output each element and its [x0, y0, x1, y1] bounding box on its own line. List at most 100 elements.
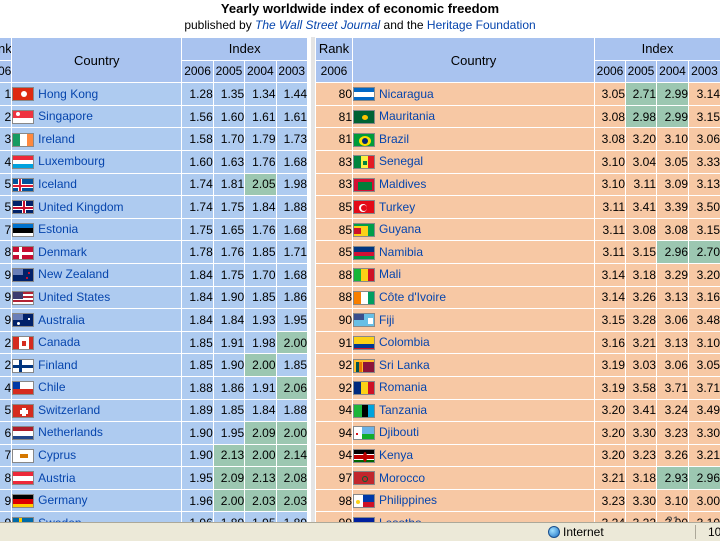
country-link[interactable]: Estonia [38, 222, 78, 236]
country-cell: Philippines [353, 489, 595, 512]
country-link[interactable]: United Kingdom [38, 200, 123, 214]
country-link[interactable]: Mali [379, 267, 401, 281]
country-link[interactable]: Luxembourg [38, 154, 105, 168]
country-link[interactable]: Côte d'Ivoire [379, 290, 446, 304]
index-value-2003: 2.08 [276, 467, 307, 490]
index-value-2004: 2.09 [245, 422, 276, 445]
country-link[interactable]: Cyprus [38, 448, 76, 462]
ireland-flag-icon [12, 133, 34, 147]
index-value-2003: 1.86 [276, 286, 307, 309]
country-cell: Nicaragua [353, 83, 595, 106]
rank-cell: 2 [0, 354, 12, 377]
index-value-2004: 3.39 [657, 196, 689, 219]
year-header-2005[interactable]: 2005 [626, 60, 657, 83]
country-link[interactable]: Colombia [379, 335, 430, 349]
index-value-2004: 1.85 [245, 241, 276, 264]
country-link[interactable]: Finland [38, 358, 77, 372]
country-link[interactable]: Senegal [379, 154, 423, 168]
fiji-flag-icon [353, 313, 375, 327]
country-link[interactable]: Guyana [379, 222, 421, 236]
country-link[interactable]: Hong Kong [38, 87, 98, 101]
country-link[interactable]: Mauritania [379, 109, 435, 123]
page-subtitle: published by The Wall Street Journal and… [0, 18, 720, 32]
zoom-level[interactable]: 10 [708, 525, 720, 539]
country-link[interactable]: Djibouti [379, 425, 419, 439]
country-cell: Djibouti [353, 422, 595, 445]
year-header-2006[interactable]: 2006 [182, 60, 213, 83]
cyprus-flag-icon [12, 449, 34, 463]
year-header-2005[interactable]: 2005 [213, 60, 244, 83]
year-header-2003[interactable]: 2003 [689, 60, 720, 83]
index-value-2006: 3.05 [595, 83, 626, 106]
netherlands-flag-icon [12, 426, 34, 440]
year-header-2003[interactable]: 2003 [276, 60, 307, 83]
country-link[interactable]: Iceland [38, 177, 77, 191]
index-value-2004: 3.13 [657, 286, 689, 309]
index-value-2006: 3.10 [595, 150, 626, 173]
index-value-2004: 3.24 [657, 399, 689, 422]
rank-cell: 7 [0, 218, 12, 241]
australia-flag-icon [12, 313, 34, 327]
rank-cell: 90 [316, 309, 353, 332]
country-link[interactable]: Morocco [379, 471, 425, 485]
country-link[interactable]: Sri Lanka [379, 358, 430, 372]
country-link[interactable]: Romania [379, 380, 427, 394]
index-value-2004: 2.99 [657, 105, 689, 128]
country-link[interactable]: Turkey [379, 200, 415, 214]
country-link[interactable]: Fiji [379, 313, 394, 327]
country-cell: Cyprus [12, 444, 182, 467]
country-header[interactable]: Country [12, 38, 182, 83]
index-value-2006: 3.20 [595, 399, 626, 422]
country-cell: Sri Lanka [353, 354, 595, 377]
country-link[interactable]: Canada [38, 335, 80, 349]
country-link[interactable]: Singapore [38, 109, 93, 123]
country-link[interactable]: New Zealand [38, 267, 109, 281]
left-ranking-table: nk Country Index 06 2006 2005 2004 2003 … [0, 37, 308, 535]
country-link[interactable]: Maldives [379, 177, 426, 191]
year-header-2004[interactable]: 2004 [657, 60, 689, 83]
country-link[interactable]: Austria [38, 471, 75, 485]
rank-cell: 94 [316, 444, 353, 467]
rank-cell: 9 [0, 286, 12, 309]
rank-header[interactable]: nk [0, 38, 12, 61]
country-link[interactable]: Netherlands [38, 425, 103, 439]
country-link[interactable]: Chile [38, 380, 65, 394]
country-link[interactable]: Switzerland [38, 403, 100, 417]
foundation-link[interactable]: Heritage Foundation [427, 18, 536, 32]
country-link[interactable]: Germany [38, 493, 87, 507]
journal-link[interactable]: The Wall Street Journal [255, 18, 380, 32]
year-header-2006[interactable]: 2006 [595, 60, 626, 83]
country-link[interactable]: Kenya [379, 448, 413, 462]
country-link[interactable]: Denmark [38, 245, 87, 259]
country-cell: Romania [353, 376, 595, 399]
index-value-2005: 3.18 [626, 467, 657, 490]
year-header-2004[interactable]: 2004 [245, 60, 276, 83]
index-value-2005: 3.41 [626, 196, 657, 219]
index-value-2003: 1.98 [276, 173, 307, 196]
rank-year-header[interactable]: 2006 [316, 60, 353, 83]
country-link[interactable]: United States [38, 290, 110, 304]
country-link[interactable]: Nicaragua [379, 87, 434, 101]
country-header[interactable]: Country [353, 38, 595, 83]
country-link[interactable]: Tanzania [379, 403, 427, 417]
country-cell: Estonia [12, 218, 182, 241]
index-value-2004: 1.79 [245, 128, 276, 151]
rank-cell: 88 [316, 286, 353, 309]
country-link[interactable]: Namibia [379, 245, 423, 259]
rank-year-header[interactable]: 06 [0, 60, 12, 83]
country-link[interactable]: Australia [38, 313, 85, 327]
rank-header[interactable]: Rank [316, 38, 353, 61]
country-link[interactable]: Ireland [38, 132, 75, 146]
germany-flag-icon [12, 494, 34, 508]
country-link[interactable]: Brazil [379, 132, 409, 146]
index-value-2006: 1.90 [182, 444, 213, 467]
country-link[interactable]: Philippines [379, 493, 437, 507]
index-value-2005: 1.60 [213, 105, 244, 128]
rank-cell: 9 [0, 309, 12, 332]
maldives-flag-icon [353, 178, 375, 192]
